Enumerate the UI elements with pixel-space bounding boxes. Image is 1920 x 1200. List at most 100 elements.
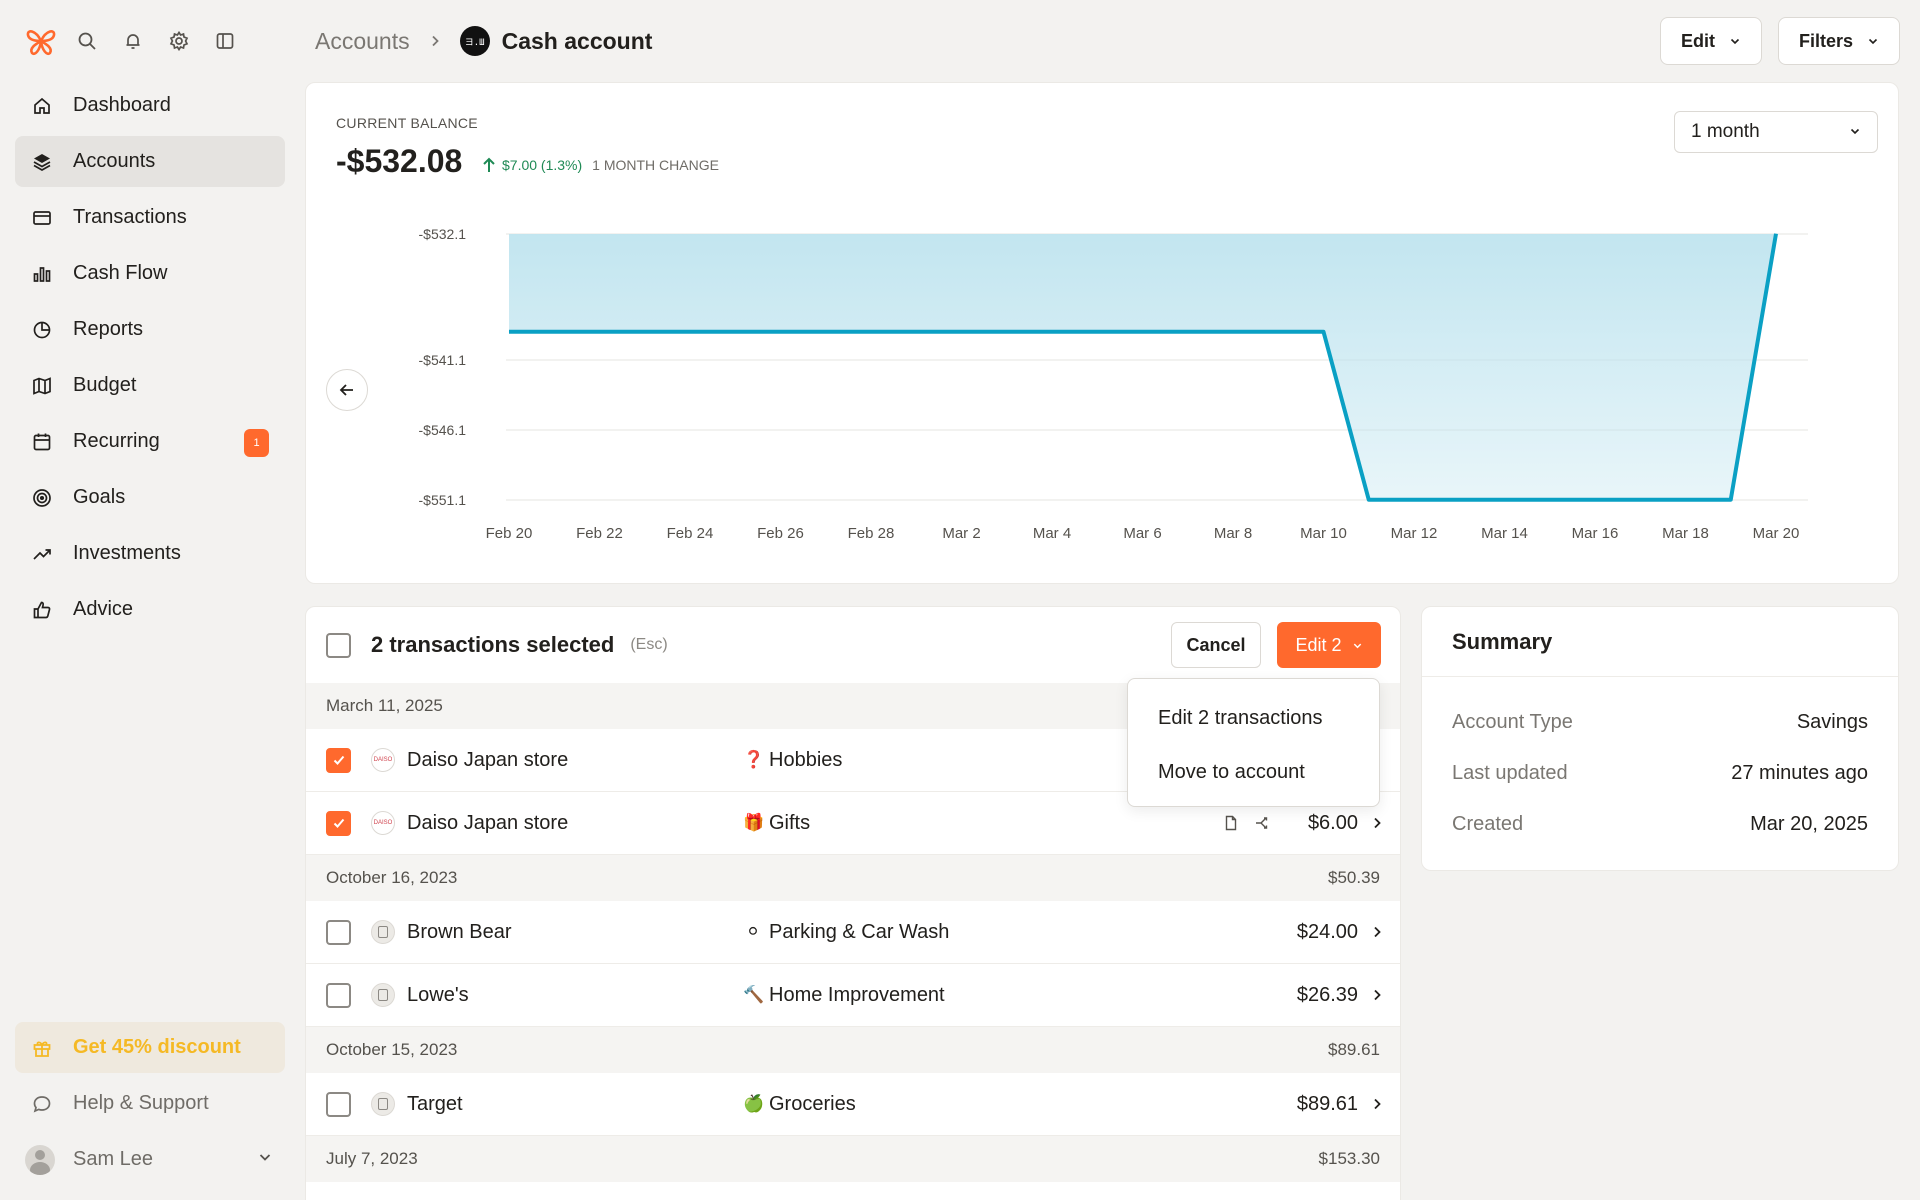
select-all-checkbox[interactable] <box>326 632 351 658</box>
summary-rows: Account Type Savings Last updated 27 min… <box>1422 677 1898 850</box>
discount-promo-button[interactable]: Get 45% discount <box>15 1022 285 1073</box>
checkmark-icon <box>333 755 344 765</box>
sidebar-item-recurring[interactable]: Recurring 1 <box>15 416 285 467</box>
sidebar-item-advice[interactable]: Advice <box>15 584 285 635</box>
sidebar-item-transactions[interactable]: Transactions <box>15 192 285 243</box>
balance-value: -$532.08 <box>336 143 463 179</box>
sidebar-item-dashboard[interactable]: Dashboard <box>15 80 285 131</box>
merchant-name: Lowe's <box>407 983 469 1006</box>
merchant-name: Brown Bear <box>407 920 512 943</box>
chart-x-tick-label: Feb 28 <box>848 525 895 542</box>
menu-item-move-to-account[interactable]: Move to account <box>1158 760 1305 783</box>
header-actions: Edit Filters <box>1644 17 1900 65</box>
chart-x-tick-label: Feb 24 <box>667 525 714 542</box>
chart-x-tick-label: Mar 4 <box>1033 525 1071 542</box>
filters-dropdown-button[interactable]: Filters <box>1777 17 1900 65</box>
chevron-down-icon <box>257 1148 273 1171</box>
category[interactable]: ❓ Hobbies <box>743 749 842 772</box>
target-icon <box>31 487 53 509</box>
bar-chart-icon <box>31 263 53 285</box>
change-amount: $7.00 (1.3%) <box>502 157 583 173</box>
edit-dropdown-button[interactable]: Edit <box>1659 17 1762 65</box>
balance-card: -$532.1 -$541.1 -$546.1 -$551.1 Feb 20 Feb 22… <box>305 82 1899 584</box>
group-total: $89.61 <box>1328 1040 1380 1059</box>
help-support-link[interactable]: Help & Support <box>15 1078 285 1129</box>
sidebar-item-label: Reports <box>73 318 144 340</box>
category[interactable]: ⚪ Parking & Car Wash <box>743 921 950 944</box>
change-period-label: 1 MONTH CHANGE <box>592 157 719 173</box>
sidebar-item-label: Accounts <box>73 150 156 172</box>
category-label: Home Improvement <box>769 983 945 1006</box>
trending-up-icon <box>31 543 53 565</box>
table-row[interactable]: Lowe's 🔨 Home Improvement $26.39 <box>306 964 1400 1027</box>
chevron-right-icon[interactable] <box>1370 816 1384 830</box>
category-emoji-icon: 🔨 <box>743 985 765 1004</box>
edit-selected-button[interactable]: Edit 2 <box>1277 622 1381 668</box>
chevron-down-icon <box>1849 121 1861 143</box>
home-icon <box>31 95 53 117</box>
row-checkbox[interactable] <box>326 919 351 945</box>
split-icon <box>1254 815 1270 831</box>
category-emoji-icon: 🍏 <box>743 1094 765 1113</box>
chart-area <box>509 233 1776 500</box>
chevron-right-icon[interactable] <box>1370 925 1384 939</box>
gear-icon[interactable] <box>160 22 198 60</box>
gift-icon <box>31 1037 53 1059</box>
chevron-right-icon[interactable] <box>1370 1097 1384 1111</box>
chart-x-tick-label: Mar 16 <box>1572 525 1619 542</box>
balance-change: $7.00 (1.3%) 1 MONTH CHANGE <box>482 157 719 173</box>
search-icon[interactable] <box>68 22 106 60</box>
chevron-right-icon[interactable] <box>1370 988 1384 1002</box>
date-group-header: October 15, 2023 $89.61 <box>306 1027 1400 1073</box>
arrow-up-icon <box>483 157 495 172</box>
app-logo-icon[interactable] <box>22 22 60 60</box>
sidebar-toggle-icon[interactable] <box>206 22 244 60</box>
chart-x-tick-label: Mar 20 <box>1753 525 1800 542</box>
cancel-button[interactable]: Cancel <box>1171 622 1261 668</box>
table-row[interactable]: Target 🍏 Groceries $89.61 <box>306 1073 1400 1136</box>
chevron-down-icon <box>1729 31 1741 52</box>
category[interactable]: 🍏 Groceries <box>743 1093 856 1116</box>
row-checkbox[interactable] <box>326 747 351 773</box>
sidebar-item-accounts[interactable]: Accounts <box>15 136 285 187</box>
balance-chart: -$532.1 -$541.1 -$546.1 -$551.1 Feb 20 Feb 22… <box>419 226 1808 542</box>
checkmark-icon <box>333 818 344 828</box>
filters-label: Filters <box>1798 30 1853 51</box>
amount: $26.39 <box>1296 983 1358 1006</box>
user-menu[interactable]: Sam Lee <box>15 1134 285 1185</box>
row-checkbox[interactable] <box>326 810 351 836</box>
row-checkbox[interactable] <box>326 982 351 1008</box>
balance-label: CURRENT BALANCE <box>336 115 478 131</box>
row-checkbox[interactable] <box>326 1091 351 1117</box>
sidebar-item-goals[interactable]: Goals <box>15 472 285 523</box>
summary-card: Summary Account Type Savings Last update… <box>1421 606 1899 871</box>
user-name: Sam Lee <box>73 1148 154 1170</box>
table-row[interactable]: Brown Bear ⚪ Parking & Car Wash $24.00 <box>306 901 1400 964</box>
sidebar-item-investments[interactable]: Investments <box>15 528 285 579</box>
sidebar-item-label: Recurring <box>73 430 160 452</box>
bell-icon[interactable] <box>114 22 152 60</box>
chart-back-button[interactable] <box>326 369 368 411</box>
amount: $89.61 <box>1296 1092 1358 1115</box>
sidebar-item-label: Advice <box>73 598 134 620</box>
summary-row: Account Type Savings <box>1422 697 1898 748</box>
sidebar-item-reports[interactable]: Reports <box>15 304 285 355</box>
sidebar-item-label: Goals <box>73 486 126 508</box>
period-value: 1 month <box>1691 121 1760 142</box>
chart-x-tick-label: Feb 22 <box>576 525 623 542</box>
breadcrumb-accounts[interactable]: Accounts <box>315 27 410 54</box>
merchant-logo <box>371 983 395 1007</box>
category-label: Gifts <box>769 811 811 834</box>
sidebar-item-budget[interactable]: Budget <box>15 360 285 411</box>
category[interactable]: 🎁 Gifts <box>743 812 810 835</box>
menu-item-edit-transactions[interactable]: Edit 2 transactions <box>1158 706 1323 729</box>
edit-dropdown-menu: Edit 2 transactions Move to account <box>1127 678 1380 807</box>
group-date: March 11, 2025 <box>326 696 443 715</box>
category[interactable]: 🔨 Home Improvement <box>743 984 945 1007</box>
period-select[interactable]: 1 month <box>1674 111 1878 153</box>
table-row[interactable]: DAISO Daiso Japan store ❓ Hobbies <box>306 729 1400 792</box>
summary-value: Savings <box>1796 711 1868 733</box>
sidebar-item-cash-flow[interactable]: Cash Flow <box>15 248 285 299</box>
table-row[interactable]: DAISO Daiso Japan store 🎁 Gifts $6.00 <box>306 792 1400 855</box>
selection-header: 2 transactions selected (Esc) Cancel Edi… <box>306 607 1400 683</box>
